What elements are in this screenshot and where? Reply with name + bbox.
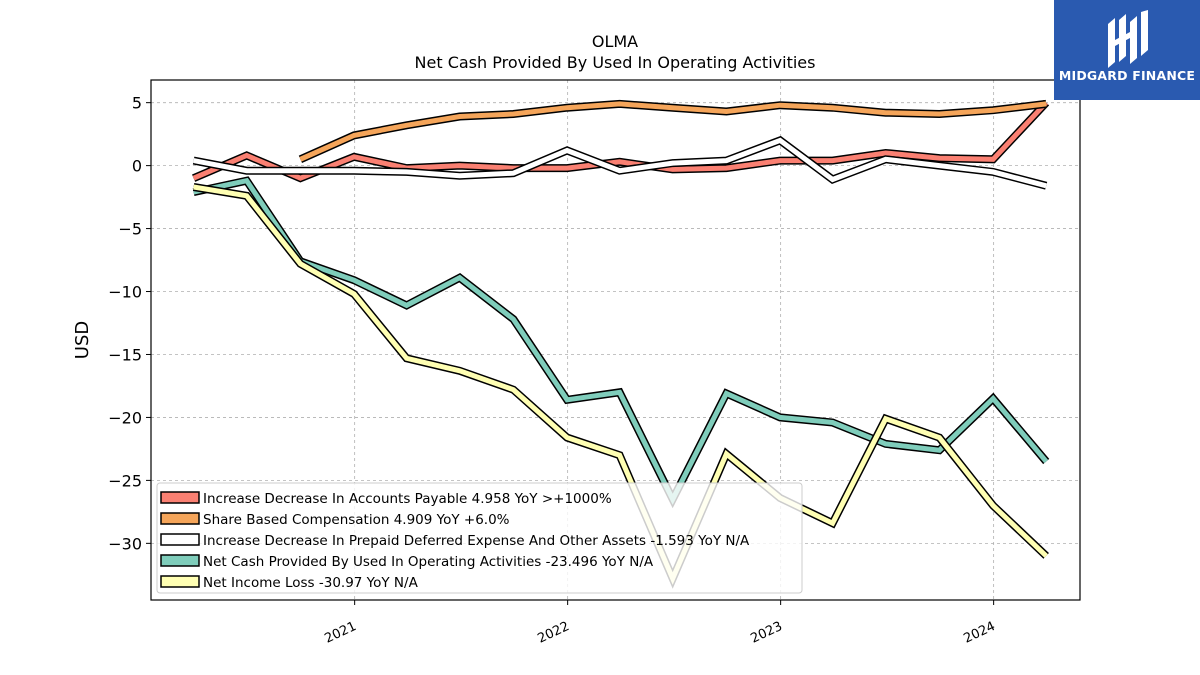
legend-entry: Net Income Loss -30.97 YoY N/A: [203, 575, 419, 591]
legend-entry: Increase Decrease In Prepaid Deferred Ex…: [203, 533, 750, 549]
y-axis: 5 0 −5 −10 −15 −20 −25 −30: [108, 94, 151, 553]
series-stroke: [193, 177, 1049, 505]
x-tick-label: 2021: [322, 619, 358, 647]
series-stroke: [193, 184, 1048, 585]
plot-area-frame: [150, 79, 1081, 601]
chart-subtitle: Net Cash Provided By Used In Operating A…: [415, 53, 816, 72]
series-stroke: [299, 101, 1047, 162]
chart-title: OLMA: [592, 32, 638, 51]
legend-entry: Increase Decrease In Accounts Payable 4.…: [203, 491, 612, 507]
legend-swatch: [160, 554, 200, 567]
x-axis: 2021 2022 2023 2024: [322, 600, 998, 647]
legend-entry: Share Based Compensation 4.909 YoY +6.0%: [203, 512, 510, 528]
y-axis-label: USD: [72, 321, 93, 359]
legend: Increase Decrease In Accounts Payable 4.…: [156, 482, 803, 594]
brand-name: MIDGARD FINANCE: [1058, 68, 1196, 83]
x-tick-label: 2023: [748, 619, 784, 647]
series-stroke: [193, 137, 1047, 189]
y-tick-label: −10: [108, 283, 142, 302]
legend-box: [156, 482, 803, 594]
midgard-logo-icon: [1108, 10, 1148, 68]
legend-entry: Net Cash Provided By Used In Operating A…: [203, 554, 654, 570]
y-tick-label: −5: [118, 220, 142, 239]
plot-lines: [192, 99, 1050, 589]
y-tick-label: −15: [108, 345, 142, 364]
series-line: [192, 99, 1050, 183]
brand-logo: MIDGARD FINANCE: [1054, 0, 1200, 100]
series-stroke: [192, 100, 1049, 181]
series-line: [192, 135, 1048, 190]
legend-swatch: [160, 512, 200, 525]
y-tick-label: −30: [108, 534, 142, 553]
y-tick-label: 5: [132, 94, 142, 113]
series-line: [298, 99, 1047, 163]
series-line: [192, 183, 1049, 589]
y-tick-label: 0: [132, 157, 142, 176]
legend-swatch: [160, 491, 200, 504]
legend-swatch: [160, 533, 200, 546]
legend-swatch: [160, 575, 200, 588]
series-line: [192, 176, 1050, 509]
y-tick-label: −25: [108, 471, 142, 490]
x-tick-label: 2022: [535, 619, 571, 647]
y-tick-label: −20: [108, 408, 142, 427]
x-tick-label: 2024: [961, 619, 997, 647]
